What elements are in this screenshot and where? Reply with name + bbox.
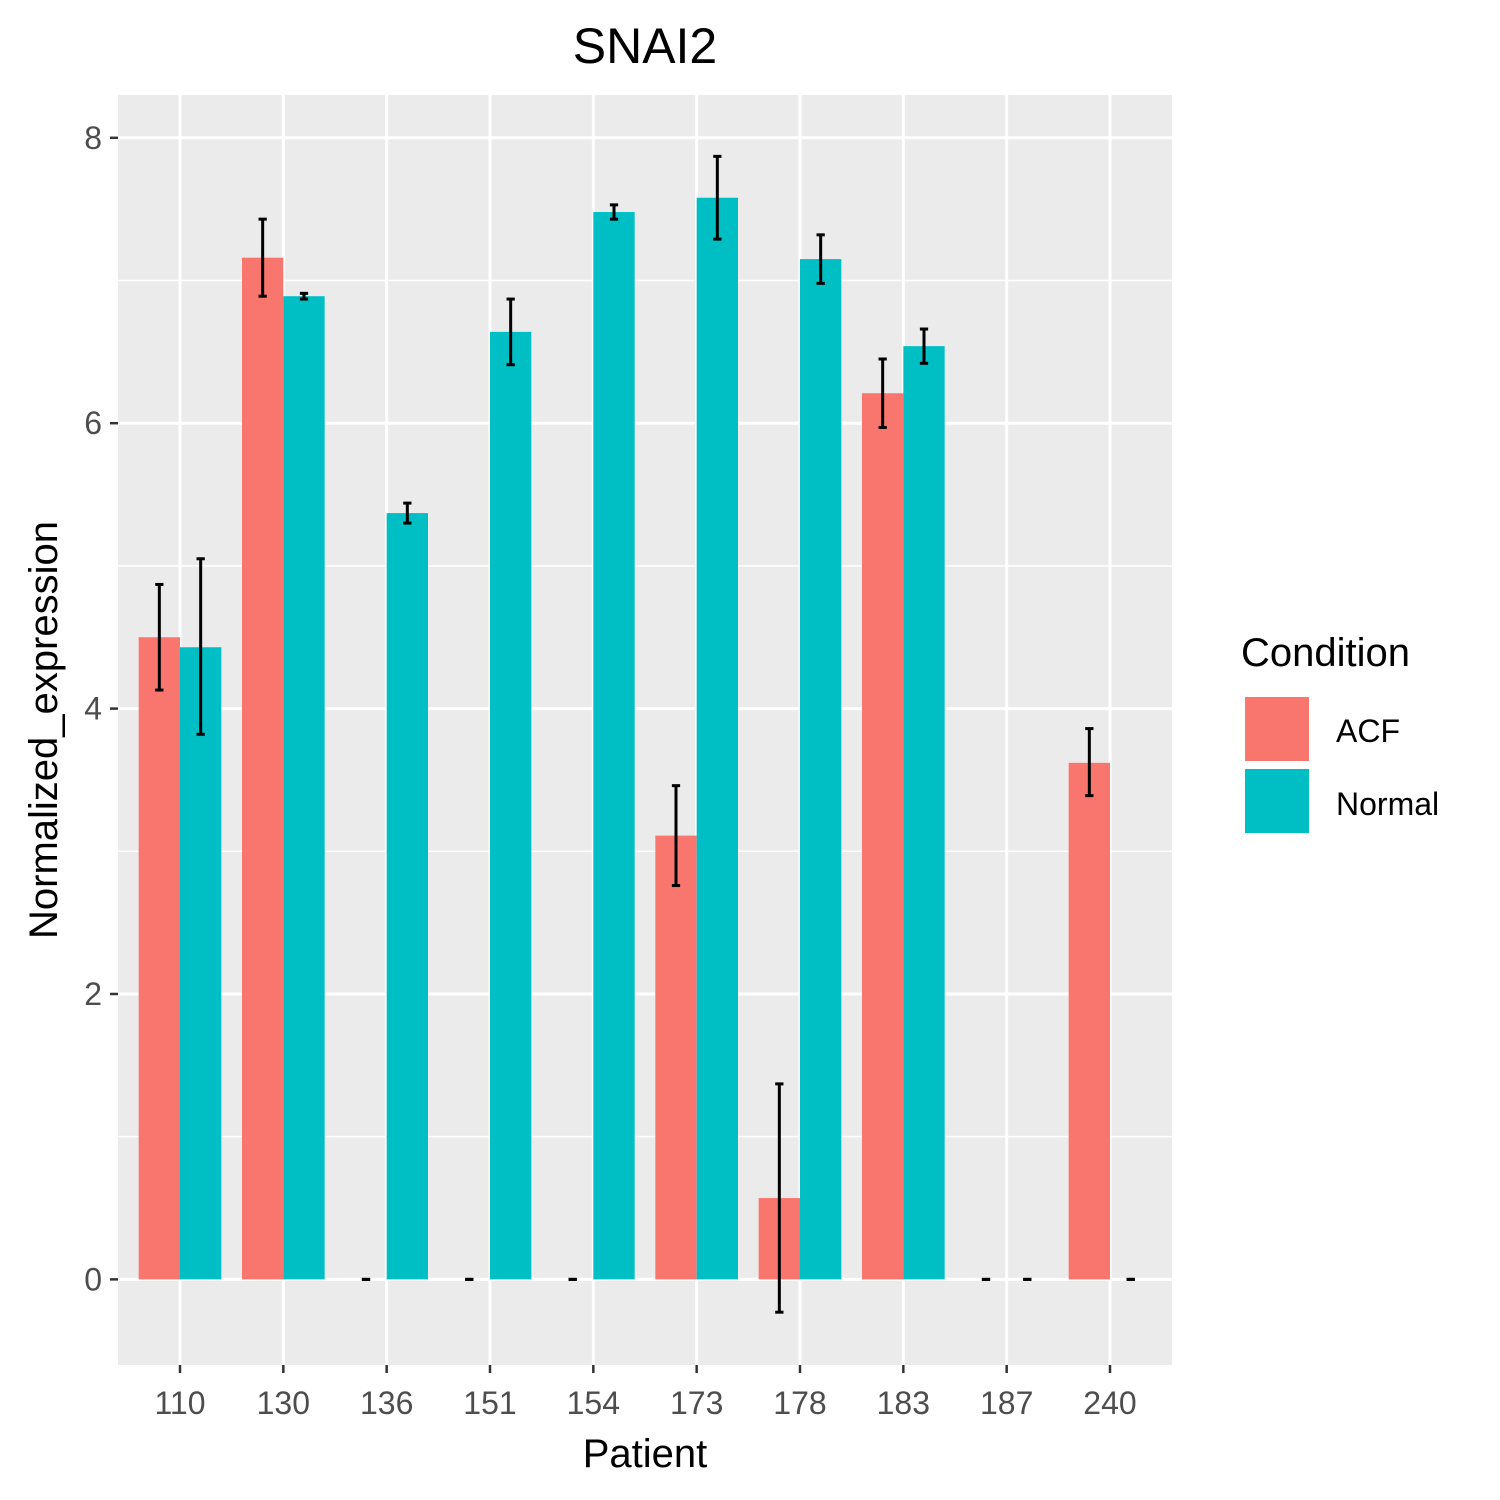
bar-normal-151 [490,331,532,1280]
y-tick-label: 4 [84,691,102,727]
bar-acf-130 [242,257,284,1280]
x-tick-label: 110 [154,1385,205,1421]
x-tick-label: 130 [257,1385,310,1421]
bar-normal-136 [386,513,428,1280]
x-axis: 110 130 136 151 154 173 178 183 187 240 [154,1365,1137,1421]
legend-label-acf: ACF [1336,713,1400,749]
bar-normal-173 [696,197,738,1280]
bar-acf-183 [862,393,904,1280]
legend-label-normal: Normal [1336,786,1439,822]
x-tick-label: 240 [1083,1385,1136,1421]
bar-normal-178 [800,259,842,1280]
legend-key-normal [1245,769,1309,833]
x-tick-label: 151 [463,1385,516,1421]
bars [138,197,1110,1280]
legend: Condition ACF Normal [1241,631,1439,836]
legend-key-acf [1245,697,1309,761]
bar-acf-240 [1068,762,1110,1280]
x-tick-label: 187 [980,1385,1033,1421]
bar-normal-183 [903,346,945,1280]
y-tick-label: 8 [84,120,102,156]
error-bars [155,154,1135,1314]
x-tick-label: 136 [360,1385,413,1421]
bar-acf-173 [655,835,697,1280]
y-tick-label: 0 [84,1261,102,1297]
y-axis-title: Normalized_expression [22,521,66,939]
y-tick-label: 6 [84,405,102,441]
legend-title: Condition [1241,631,1410,675]
bar-normal-110 [180,647,222,1280]
y-axis: 0 2 4 6 8 [84,120,118,1297]
x-tick-label: 173 [670,1385,723,1421]
bar-acf-110 [138,637,180,1280]
bar-normal-154 [593,212,635,1280]
bar-normal-130 [283,296,325,1280]
x-axis-title: Patient [583,1432,708,1476]
x-tick-label: 178 [773,1385,826,1421]
y-tick-label: 2 [84,976,102,1012]
chart-title: SNAI2 [573,18,718,74]
x-tick-label: 183 [877,1385,930,1421]
x-tick-label: 154 [567,1385,620,1421]
